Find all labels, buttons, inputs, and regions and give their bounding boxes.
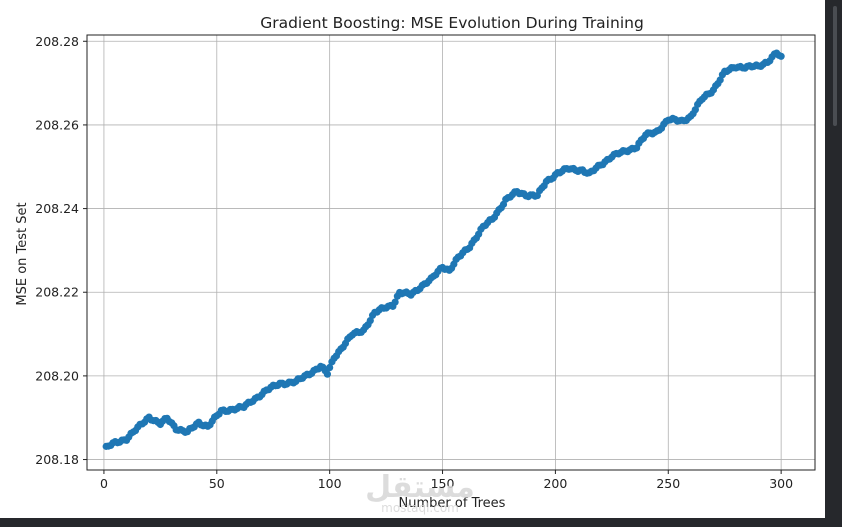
data-point <box>777 52 785 60</box>
data-points <box>102 49 785 450</box>
window-scrollbar[interactable] <box>833 6 837 126</box>
y-tick-label: 208.22 <box>35 285 79 300</box>
axis-ticks: 0 50 100 150 200 250 300 208.18 208.20 208.22 208.… <box>35 34 793 491</box>
x-tick-label: 100 <box>318 476 342 491</box>
x-tick-label: 250 <box>656 476 680 491</box>
y-tick-label: 208.18 <box>35 452 79 467</box>
y-tick-label: 208.24 <box>35 201 79 216</box>
y-tick-label: 208.28 <box>35 34 79 49</box>
chart-title: Gradient Boosting: MSE Evolution During … <box>260 14 644 32</box>
data-point <box>326 363 334 372</box>
data-point <box>323 370 332 378</box>
x-tick-label: 150 <box>431 476 455 491</box>
x-axis-title: Number of Trees <box>399 496 506 511</box>
y-tick-label: 208.26 <box>35 117 79 132</box>
y-axis-title: MSE on Test Set <box>15 202 30 305</box>
mse-scatter-chart: 0 50 100 150 200 250 300 208.18 208.20 208.22 208.… <box>15 14 816 515</box>
plot-area-border <box>86 34 816 471</box>
grid-lines <box>87 35 815 470</box>
data-point <box>391 298 399 306</box>
x-tick-label: 50 <box>209 476 225 491</box>
x-tick-label: 200 <box>543 476 567 491</box>
y-tick-label: 208.20 <box>35 368 79 383</box>
x-tick-label: 0 <box>100 476 108 491</box>
watermark: مستقل mostaql.com <box>365 470 475 515</box>
watermark-latin: mostaql.com <box>381 501 459 515</box>
chart-canvas: 0 50 100 150 200 250 300 208.18 208.20 208.22 208.… <box>0 0 825 518</box>
watermark-arabic: مستقل <box>365 470 475 505</box>
x-tick-label: 300 <box>769 476 793 491</box>
